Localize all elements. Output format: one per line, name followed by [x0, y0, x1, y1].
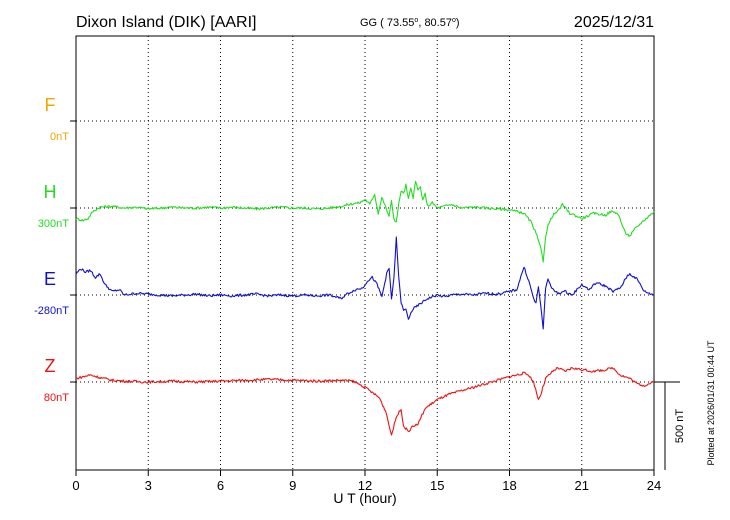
grid	[147, 36, 583, 470]
component-e-baseline-value: -280nT	[34, 305, 69, 317]
plotted-timestamp: Plotted at 2026/01/31 00:44 UT	[706, 340, 716, 466]
x-tick-label: 9	[289, 478, 296, 493]
x-tick-label: 3	[145, 478, 152, 493]
chart-date: 2025/12/31	[574, 14, 654, 31]
x-tick-label: 24	[647, 478, 661, 493]
component-baselines	[70, 120, 654, 383]
component-f-baseline-value: 0nT	[50, 131, 69, 143]
component-f-label: F	[45, 95, 56, 115]
x-tick-label: 6	[217, 478, 224, 493]
component-h-label: H	[44, 182, 57, 202]
x-axis-ticks: 0 3 6 9 12 15 18 21 24	[72, 470, 661, 493]
x-tick-label: 0	[72, 478, 79, 493]
coord-lon: , 80.57	[418, 17, 452, 29]
scale-bar-label: 500 nT	[674, 409, 686, 444]
degree-sign-1: o	[414, 17, 418, 24]
coordinates: GG ( 73.55o, 80.57o)	[360, 17, 460, 29]
series-h-line	[75, 180, 655, 263]
degree-sign-2: o	[452, 17, 456, 24]
series-e-line	[75, 236, 655, 330]
component-e-label: E	[44, 269, 56, 289]
component-labels: F 0nT H 300nT E -280nT Z 80nT	[34, 95, 69, 404]
series-lines	[75, 180, 655, 436]
component-h-baseline-value: 300nT	[38, 218, 69, 230]
station-title: Dixon Island (DIK) [AARI]	[76, 14, 257, 31]
component-z-label: Z	[45, 356, 56, 376]
x-tick-label: 12	[358, 478, 372, 493]
x-tick-label: 21	[575, 478, 589, 493]
component-z-baseline-value: 80nT	[44, 392, 69, 404]
coord-lat: GG ( 73.55	[360, 17, 414, 29]
series-z-line	[75, 366, 655, 436]
x-axis-label: U T (hour)	[333, 490, 396, 506]
x-tick-label: 15	[430, 478, 444, 493]
x-tick-label: 18	[502, 478, 516, 493]
coord-close: )	[456, 17, 460, 29]
